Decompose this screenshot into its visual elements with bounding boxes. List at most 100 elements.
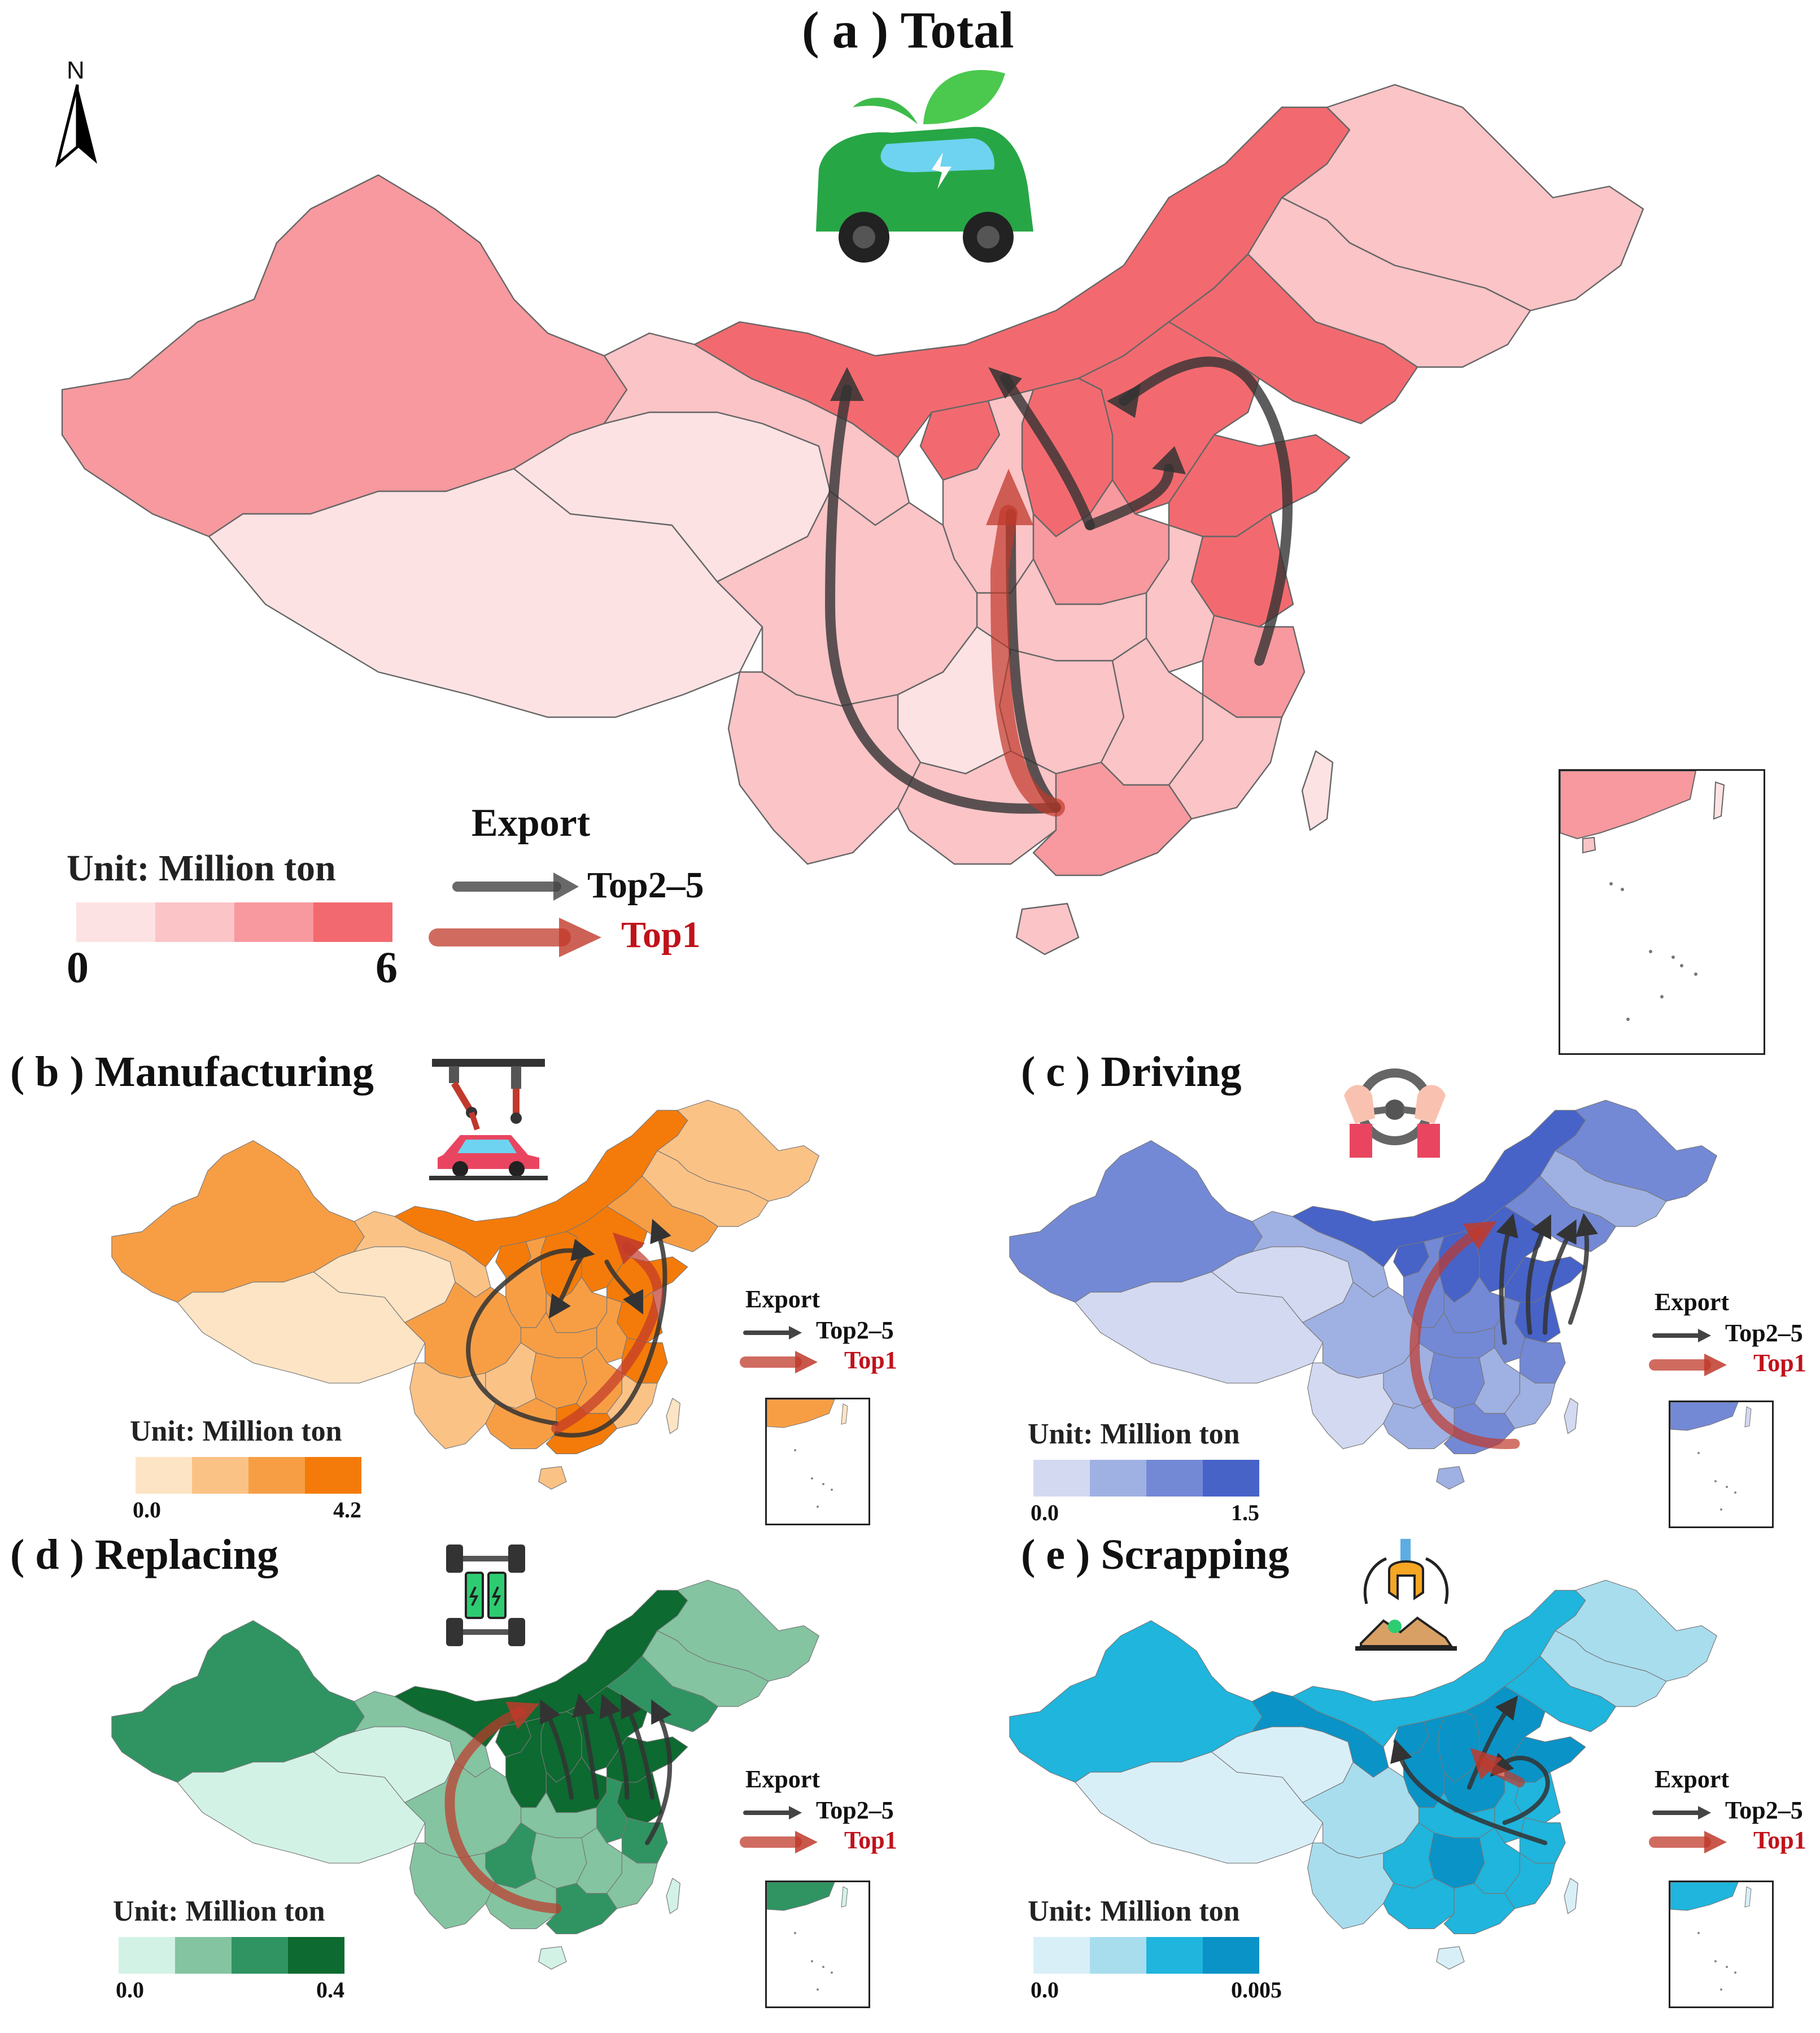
legend-e-top1: Top1	[1753, 1826, 1806, 1854]
legend-b-top1-arrow	[740, 1351, 818, 1373]
map-c	[1009, 1100, 1717, 1490]
panel-e-title: ( e ) Scrapping	[1021, 1531, 1289, 1578]
flow-top2-5-4	[554, 1219, 671, 1438]
flow-top2-5-2	[572, 1693, 599, 1800]
inset-map-south-china-sea	[1559, 769, 1765, 1055]
flow-top2-5-2	[1525, 1214, 1551, 1335]
legend-c-min: 0.0	[1031, 1500, 1059, 1525]
legend-d-top1: Top1	[844, 1826, 897, 1854]
legend-d-export: Export	[745, 1765, 820, 1793]
legend-b-top25: Top2–5	[816, 1316, 894, 1344]
inset-map-d	[765, 1881, 870, 2008]
flow-top2-5-3	[604, 1259, 644, 1315]
legend-c-top25: Top2–5	[1725, 1319, 1803, 1347]
legend-e-colorbar	[1033, 1937, 1259, 1974]
region-taiwan	[1564, 1878, 1578, 1914]
region-guangdong	[1443, 1883, 1516, 1935]
legend-d-max: 0.4	[316, 1977, 344, 2003]
legend-c-top1-arrow	[1649, 1354, 1727, 1376]
robot-arm-car-assembly-icon	[429, 1059, 548, 1180]
hands-steering-wheel-icon	[1344, 1068, 1446, 1158]
region-fujian	[1504, 1852, 1556, 1909]
legend-d-colorbar	[119, 1937, 344, 1974]
legend-a-top25-arrow	[452, 872, 579, 901]
legend-c-colorbar	[1033, 1460, 1259, 1497]
region-fujian	[606, 1852, 658, 1909]
region-hainan	[538, 1466, 567, 1490]
flow-top2-5-3	[599, 1694, 630, 1800]
flow-top2-5-3	[1543, 1219, 1577, 1335]
flow-top2-5-1	[1496, 1213, 1518, 1345]
legend-e-top25: Top2–5	[1725, 1796, 1803, 1824]
legend-e-min: 0.0	[1031, 1977, 1059, 2003]
legend-d-top25: Top2–5	[816, 1796, 894, 1824]
legend-e-unit: Unit: Million ton	[1028, 1895, 1240, 1927]
region-fujian	[1168, 693, 1283, 820]
legend-b-max: 4.2	[333, 1497, 361, 1522]
flow-top1	[551, 1232, 664, 1434]
legend-d-top25-arrow	[743, 1806, 802, 1820]
flow-top2-5-5	[645, 1699, 673, 1846]
legend-a-unit: Unit: Million ton	[67, 848, 336, 889]
inset-map-e	[1669, 1881, 1774, 2008]
region-hainan	[1015, 902, 1080, 956]
inset-map-c	[1669, 1401, 1774, 1528]
region-zhejiang	[1202, 614, 1306, 718]
map-e	[1009, 1580, 1717, 1970]
region-guangdong	[545, 1883, 618, 1935]
region-hainan	[1436, 1946, 1465, 1970]
region-taiwan	[1564, 1398, 1578, 1434]
region-guangdong	[1032, 761, 1193, 876]
panel-a-title: ( a ) Total	[802, 1, 1014, 59]
legend-d-top1-arrow	[740, 1831, 818, 1853]
electric-car-leaf-icon	[816, 70, 1033, 263]
legend-b-top1: Top1	[844, 1346, 897, 1374]
legend-b-min: 0.0	[133, 1497, 161, 1522]
legend-c-unit: Unit: Million ton	[1028, 1418, 1240, 1450]
north-label: N	[67, 56, 85, 84]
legend-a-colorbar	[76, 902, 392, 942]
region-taiwan	[666, 1398, 680, 1434]
legend-a-min: 0	[67, 943, 89, 992]
legend-c-top1: Top1	[1753, 1349, 1806, 1377]
flow-top2-5-4	[1568, 1212, 1598, 1325]
legend-e-top25-arrow	[1652, 1806, 1711, 1820]
legend-b-colorbar	[136, 1457, 361, 1494]
legend-a-max: 6	[376, 943, 398, 992]
panel-c-title: ( c ) Driving	[1021, 1048, 1242, 1096]
legend-d-unit: Unit: Million ton	[113, 1895, 325, 1927]
flow-top2-5-2	[1490, 1752, 1550, 1825]
claw-scrap-recycling-icon	[1355, 1539, 1457, 1651]
region-taiwan	[666, 1878, 680, 1914]
region-guangxi	[1383, 1878, 1455, 1930]
legend-a-top1-arrow	[429, 918, 601, 957]
panel-b-title: ( b ) Manufacturing	[10, 1048, 374, 1096]
region-zhejiang	[621, 1817, 668, 1864]
battery-chassis-icon	[446, 1545, 525, 1646]
legend-c-top25-arrow	[1652, 1329, 1711, 1342]
flow-top1	[1470, 1747, 1525, 1787]
flow-top2-5-2	[548, 1254, 584, 1319]
flow-top2-5-1	[466, 1238, 595, 1426]
flow-top2-5-4	[621, 1694, 655, 1800]
legend-e-max: 0.005	[1231, 1977, 1282, 2003]
legend-c-max: 1.5	[1231, 1500, 1259, 1525]
map-b	[111, 1100, 819, 1490]
legend-b-top25-arrow	[743, 1326, 802, 1340]
flow-top2-5-1	[1390, 1739, 1548, 1846]
region-taiwan	[1301, 750, 1334, 831]
region-zhejiang	[1519, 1337, 1566, 1384]
flow-top1	[1409, 1221, 1520, 1449]
legend-d-min: 0.0	[116, 1977, 144, 2003]
region-fujian	[1504, 1372, 1556, 1429]
map-total	[61, 84, 1644, 956]
panel-d-title: ( d ) Replacing	[10, 1531, 278, 1578]
legend-e-top1-arrow	[1649, 1831, 1727, 1853]
inset-map-b	[765, 1398, 870, 1525]
legend-a-export: Export	[472, 801, 590, 845]
legend-e-export: Export	[1655, 1765, 1729, 1793]
north-arrow-icon	[55, 84, 97, 168]
region-hainan	[1436, 1466, 1465, 1490]
region-hainan	[538, 1946, 567, 1970]
legend-b-unit: Unit: Million ton	[130, 1415, 342, 1447]
